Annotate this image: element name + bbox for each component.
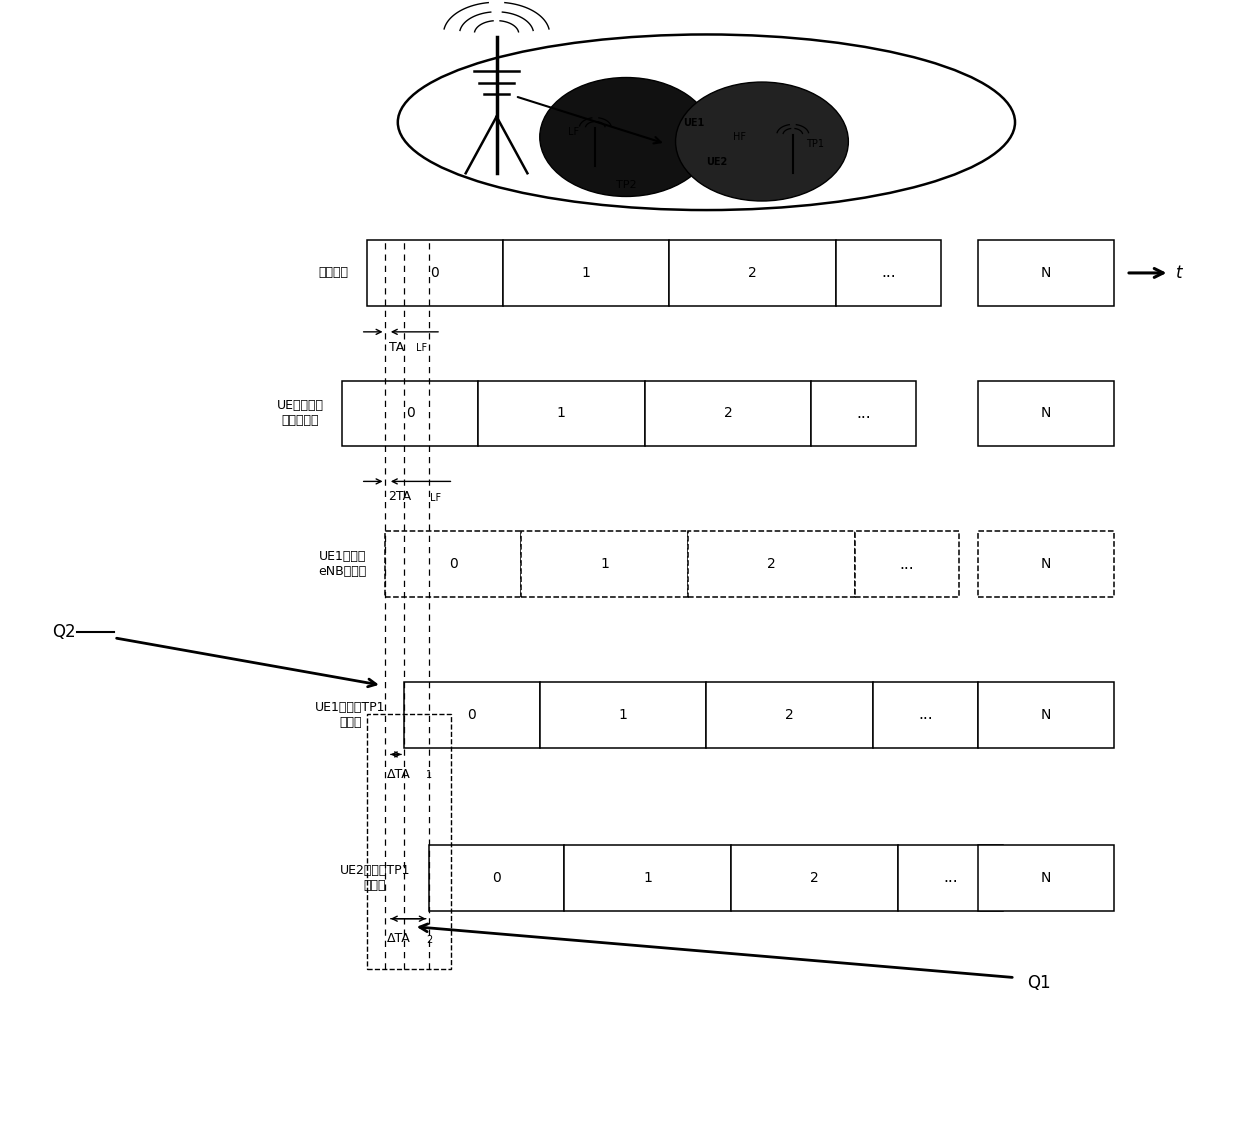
Text: 系统时钟: 系统时钟 xyxy=(319,267,348,279)
Bar xyxy=(429,845,564,911)
Text: UE1发送到
eNB的信号: UE1发送到 eNB的信号 xyxy=(319,550,367,579)
Text: 1: 1 xyxy=(582,265,590,280)
Bar xyxy=(898,845,1003,911)
Text: TA: TA xyxy=(389,341,404,354)
Text: UE1: UE1 xyxy=(683,118,704,129)
Text: N: N xyxy=(1040,407,1052,420)
Text: ...: ... xyxy=(882,265,895,280)
Text: 0: 0 xyxy=(492,871,501,885)
Bar xyxy=(707,682,873,747)
Text: HF: HF xyxy=(733,132,746,142)
Text: 0: 0 xyxy=(467,707,476,722)
Bar xyxy=(978,240,1114,305)
Text: N: N xyxy=(1040,265,1052,280)
Bar xyxy=(688,531,854,597)
Bar xyxy=(404,682,539,747)
Text: ...: ... xyxy=(857,405,872,421)
Bar xyxy=(978,845,1114,911)
Bar xyxy=(811,380,916,446)
Text: 2: 2 xyxy=(724,407,733,420)
Bar xyxy=(873,682,978,747)
Bar xyxy=(367,714,451,968)
Text: LF: LF xyxy=(417,343,428,353)
Text: ...: ... xyxy=(942,870,957,885)
Text: 1: 1 xyxy=(427,770,433,780)
Ellipse shape xyxy=(676,82,848,200)
Bar xyxy=(978,682,1114,747)
Bar xyxy=(367,240,502,305)
Ellipse shape xyxy=(539,77,713,196)
Text: ΔTA: ΔTA xyxy=(387,933,410,945)
Text: t: t xyxy=(1176,264,1182,282)
Text: 0: 0 xyxy=(449,557,458,571)
Text: 2: 2 xyxy=(748,265,758,280)
Text: 0: 0 xyxy=(405,407,414,420)
Text: LF: LF xyxy=(430,493,441,502)
Text: 2TA: 2TA xyxy=(388,491,410,503)
Text: 2: 2 xyxy=(810,871,818,885)
Text: UE1发送到TP1
的信号: UE1发送到TP1 的信号 xyxy=(315,700,386,729)
Text: Q2: Q2 xyxy=(52,623,76,641)
Bar xyxy=(978,531,1114,597)
Text: N: N xyxy=(1040,707,1052,722)
Bar xyxy=(978,380,1114,446)
Bar xyxy=(502,240,670,305)
Text: 0: 0 xyxy=(430,265,439,280)
Text: 2: 2 xyxy=(785,707,794,722)
Bar xyxy=(521,531,688,597)
Text: 2: 2 xyxy=(766,557,775,571)
Text: 1: 1 xyxy=(619,707,627,722)
Bar xyxy=(342,380,479,446)
Text: TP2: TP2 xyxy=(616,180,636,189)
Bar xyxy=(539,682,707,747)
Text: UE2: UE2 xyxy=(706,157,727,167)
Text: UE2发送到TP1
的信号: UE2发送到TP1 的信号 xyxy=(340,863,410,892)
Text: ...: ... xyxy=(900,557,914,572)
Ellipse shape xyxy=(398,34,1016,210)
Bar xyxy=(670,240,836,305)
Bar xyxy=(564,845,732,911)
Text: LF: LF xyxy=(568,128,579,138)
Text: 1: 1 xyxy=(557,407,565,420)
Bar xyxy=(836,240,941,305)
Bar xyxy=(732,845,898,911)
Bar xyxy=(854,531,960,597)
Bar xyxy=(479,380,645,446)
Text: ΔTA: ΔTA xyxy=(387,768,410,781)
Text: N: N xyxy=(1040,871,1052,885)
Bar xyxy=(386,531,521,597)
Text: 1: 1 xyxy=(600,557,609,571)
Text: Q1: Q1 xyxy=(1028,974,1052,992)
Text: UE在低频链
路上的时钟: UE在低频链 路上的时钟 xyxy=(277,400,324,427)
Text: ...: ... xyxy=(918,707,932,722)
Text: 1: 1 xyxy=(644,871,652,885)
Text: TP1: TP1 xyxy=(806,139,825,149)
Bar xyxy=(645,380,811,446)
Text: 2: 2 xyxy=(427,935,433,944)
Text: N: N xyxy=(1040,557,1052,571)
